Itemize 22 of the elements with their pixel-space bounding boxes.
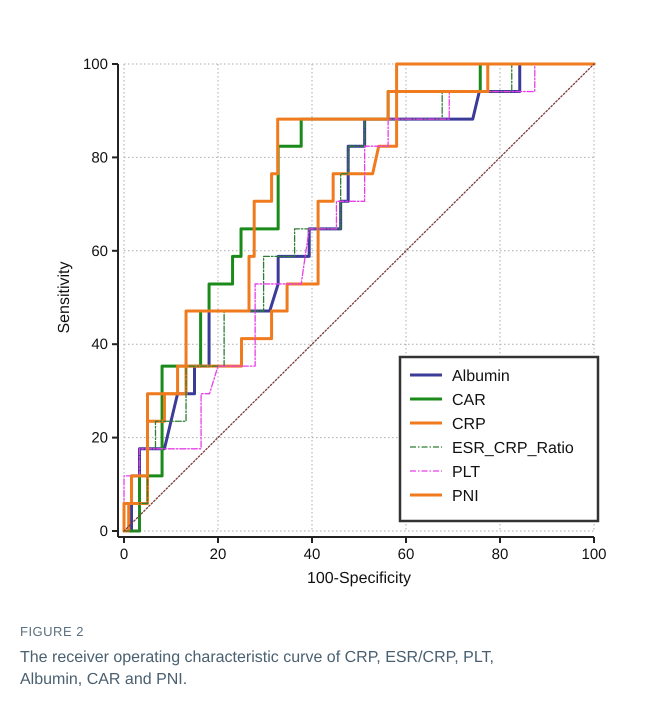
x-tick-label: 0 xyxy=(120,546,128,563)
y-tick-label: 60 xyxy=(91,242,108,260)
y-tick-label: 80 xyxy=(91,149,108,166)
x-tick-label: 100 xyxy=(581,546,607,563)
legend-label: PLT xyxy=(452,464,480,481)
x-tick-label: 40 xyxy=(304,546,320,563)
legend-label: Albumin xyxy=(452,368,510,385)
y-tick-label: 100 xyxy=(82,56,108,73)
x-tick-label: 60 xyxy=(398,546,414,563)
legend-label: ESR_CRP_Ratio xyxy=(452,440,574,457)
x-tick-label: 20 xyxy=(210,546,226,563)
y-tick-label: 20 xyxy=(91,430,108,447)
caption: FIGURE 2 xyxy=(20,624,84,639)
legend-label: CRP xyxy=(452,416,486,433)
x-tick-label: 80 xyxy=(492,546,508,563)
y-tick-label: 40 xyxy=(91,336,108,354)
legend-label: CAR xyxy=(452,392,486,409)
y-axis-title: Sensitivity xyxy=(56,261,73,334)
y-tick-label: 0 xyxy=(100,523,108,540)
text: The receiver operating characteristic curve of CRP, ESR/CRP, PLT, Albumin, CAR and PNI. xyxy=(20,649,494,688)
x-axis-title: 100-Specificity xyxy=(306,570,412,587)
legend-label: PNI xyxy=(452,488,479,505)
